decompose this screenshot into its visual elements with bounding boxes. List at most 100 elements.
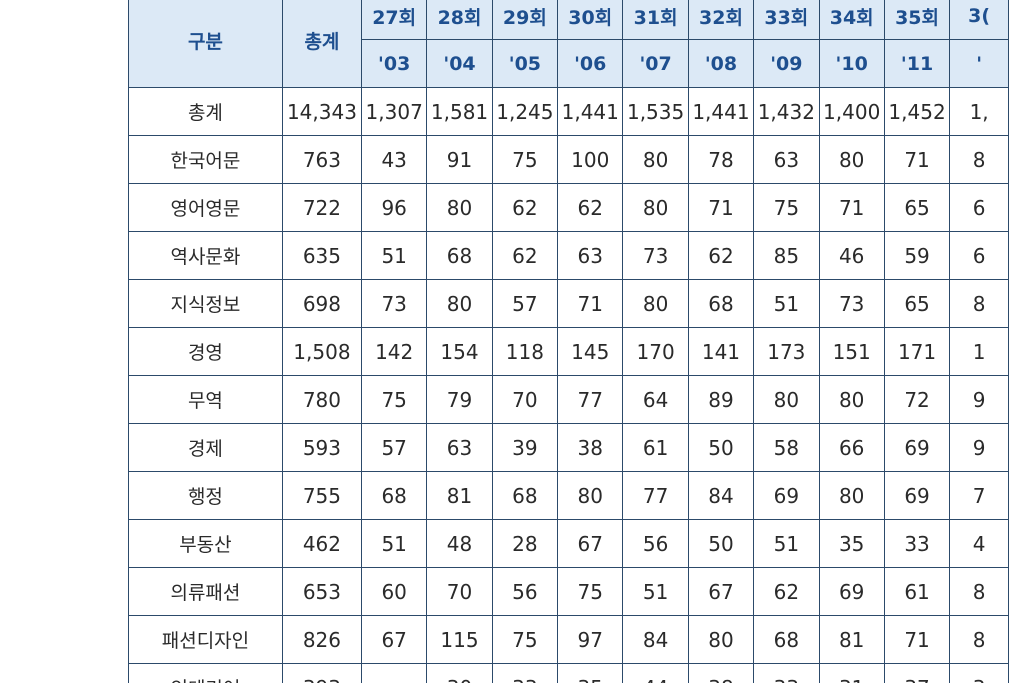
table-cell: 61 [883,567,951,616]
table-row: 영어영문 722 96 80 62 62 80 71 75 71 65 6 [128,183,1009,232]
table-cell: 142 [360,327,428,376]
table-cell: 97 [557,615,624,664]
table-cell: 75 [557,567,624,616]
row-label: 지식정보 [128,279,283,328]
table-cell: 141 [687,327,755,376]
table-cell: 67 [687,567,755,616]
row-label: 총계 [128,87,283,136]
table-cell: 80 [426,183,493,232]
row-total-cell: 763 [281,135,362,184]
row-total-cell: 393 [281,663,362,683]
row-label: 행정 [128,471,283,520]
table-cell: 84 [622,615,689,664]
table-cell: 77 [622,471,689,520]
row-total-cell: 14,343 [281,87,362,136]
table-cell: 1,307 [360,87,428,136]
table-cell: 67 [360,615,428,664]
table-cell: 1,432 [753,87,820,136]
session-header: 29회 [491,0,559,40]
table-cell: 60 [360,567,428,616]
table-cell: 59 [883,231,951,280]
table-cell: 100 [557,135,624,184]
table-cell: 91 [426,135,493,184]
table-cell: 28 [491,519,559,568]
table-cell: 62 [557,183,624,232]
table-cell: 70 [491,375,559,424]
table-cell: 61 [622,423,689,472]
table-cell: 81 [426,471,493,520]
year-header: '08 [687,39,755,88]
table-cell: 8 [949,567,1009,616]
table-cell: 1,441 [557,87,624,136]
table-cell: 39 [491,423,559,472]
table-cell: 80 [687,615,755,664]
row-label: 무역 [128,375,283,424]
table-cell: 1,400 [818,87,885,136]
year-header: '09 [753,39,820,88]
table-cell: 7 [949,471,1009,520]
table-cell: 75 [491,135,559,184]
year-header: '07 [622,39,689,88]
session-header: 27회 [360,0,428,40]
table-cell: 1,535 [622,87,689,136]
table-cell: 63 [753,135,820,184]
statistics-table: 구분 총계 27회 28회 29회 30회 31회 32회 33회 34회 35… [128,0,1009,683]
table-cell: 62 [491,183,559,232]
table-cell: 51 [753,279,820,328]
table-cell: 51 [360,519,428,568]
table-cell: 35 [557,663,624,683]
session-header: 28회 [426,0,493,40]
table-cell: 69 [818,567,885,616]
table-cell: 62 [753,567,820,616]
table-cell: 57 [360,423,428,472]
table-cell: 118 [491,327,559,376]
table-cell: 1,581 [426,87,493,136]
row-label: 역사문화 [128,231,283,280]
table-cell: 115 [426,615,493,664]
table-cell: 71 [883,615,951,664]
table-cell: 4 [949,519,1009,568]
table-cell: 64 [622,375,689,424]
total-header: 총계 [281,0,362,88]
table-cell: 8 [949,279,1009,328]
table-cell: 68 [426,231,493,280]
table-cell: 70 [426,567,493,616]
row-label: 의류패션 [128,567,283,616]
table-cell: 33 [883,519,951,568]
category-header: 구분 [128,0,283,88]
table-row: 경영 1,508 142 154 118 145 170 141 173 151 171 1 [128,327,1009,376]
year-header: '11 [883,39,951,88]
table-cell: 80 [622,135,689,184]
row-total-cell: 722 [281,183,362,232]
table-cell: 68 [491,471,559,520]
table-cell: 80 [818,471,885,520]
year-header: '05 [491,39,559,88]
table-cell: 71 [883,135,951,184]
table-cell: 1,245 [491,87,559,136]
table-header: 구분 총계 27회 28회 29회 30회 31회 32회 33회 34회 35… [128,0,1009,88]
row-total-cell: 826 [281,615,362,664]
table-cell: 56 [491,567,559,616]
row-total-cell: 780 [281,375,362,424]
table-cell: 80 [622,183,689,232]
session-header: 30회 [557,0,624,40]
table-row: 행정 755 68 81 68 80 77 84 69 80 69 7 [128,471,1009,520]
year-header: '10 [818,39,885,88]
row-total-cell: 593 [281,423,362,472]
table-cell: 171 [883,327,951,376]
table-cell: 67 [557,519,624,568]
table-cell: 38 [687,663,755,683]
table-cell: 51 [360,231,428,280]
table-cell: 81 [818,615,885,664]
table-cell: 65 [883,279,951,328]
year-header: '04 [426,39,493,88]
row-label: 경영 [128,327,283,376]
table-cell: 71 [557,279,624,328]
table-cell: 73 [622,231,689,280]
table-cell: 69 [883,471,951,520]
year-header: ' [949,39,1009,88]
table-cell: 56 [622,519,689,568]
header-row-sessions: 구분 총계 27회 28회 29회 30회 31회 32회 33회 34회 35… [128,0,1009,88]
table-cell: 1 [949,327,1009,376]
table-cell: 9 [949,375,1009,424]
